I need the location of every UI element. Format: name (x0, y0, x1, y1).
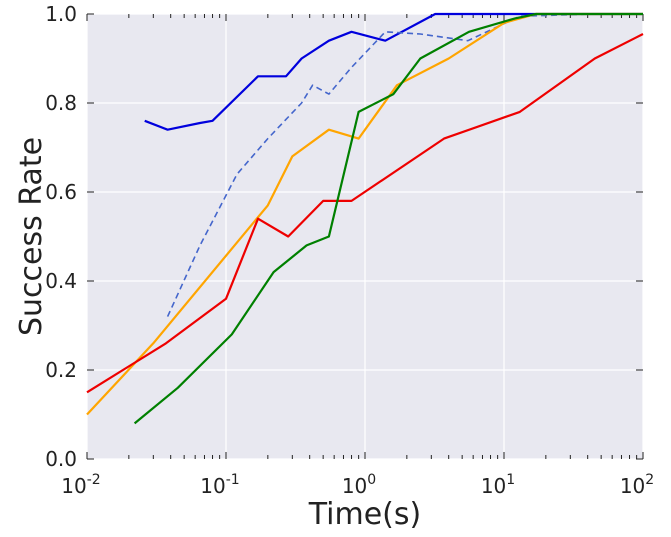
series-line-5 (133, 12, 643, 425)
x-tick-label: 100 (342, 472, 376, 498)
series-line-2 (166, 13, 643, 317)
x-tick-label: 102 (620, 472, 654, 498)
series-line-4 (86, 33, 644, 394)
x-tick-label: 10-1 (200, 472, 239, 498)
ticks (86, 13, 644, 460)
y-axis-label: Success Rate (14, 137, 49, 336)
y-tick-label: 0.6 (45, 180, 77, 204)
y-tick-label: 0.8 (45, 91, 77, 115)
y-tick-label: 0.4 (45, 269, 77, 293)
series-line-3 (86, 12, 643, 416)
x-tick-label: 101 (481, 472, 515, 498)
series-layer (86, 12, 644, 425)
x-axis-label: Time(s) (308, 497, 421, 532)
x-tick-label: 10-2 (61, 472, 100, 498)
y-tick-label: 0.2 (45, 358, 77, 382)
series-line-1 (144, 12, 643, 131)
y-tick-label: 0.0 (45, 447, 77, 471)
y-tick-label: 1.0 (45, 2, 77, 26)
tick-labels: 10-2 10-1 100 101 102 0.0 0.2 0.4 0.6 0.8 1.0 (45, 2, 654, 498)
